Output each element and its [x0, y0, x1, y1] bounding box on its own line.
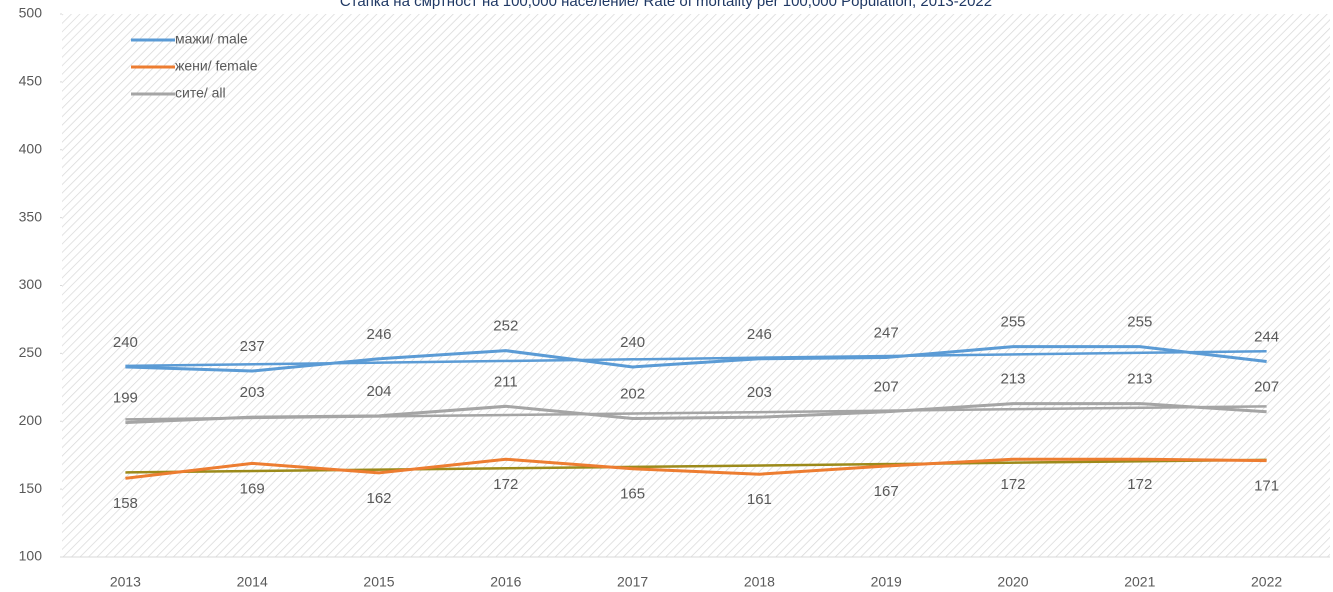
- data-label: 213: [1000, 371, 1025, 388]
- series-line: [125, 457, 1267, 480]
- chart-title: Стапка на смртност на 100,000 население/…: [340, 0, 992, 10]
- data-label: 252: [493, 318, 518, 335]
- y-tick-label: 500: [19, 5, 43, 21]
- y-tick-label: 300: [19, 276, 43, 292]
- data-label: 213: [1127, 371, 1152, 388]
- y-tick-label: 250: [19, 344, 43, 360]
- data-label: 162: [366, 490, 391, 507]
- x-tick-label: 2016: [490, 574, 521, 590]
- data-label: 237: [240, 338, 265, 355]
- data-label: 203: [747, 384, 772, 401]
- x-tick-label: 2013: [110, 574, 141, 590]
- data-label: 199: [113, 390, 138, 407]
- y-tick-label: 200: [19, 412, 43, 428]
- data-label: 167: [874, 483, 899, 500]
- x-tick-label: 2014: [237, 574, 268, 590]
- data-label: 172: [493, 476, 518, 493]
- data-label: 158: [113, 495, 138, 512]
- y-tick-label: 150: [19, 480, 43, 496]
- x-tick-label: 2020: [997, 574, 1028, 590]
- x-tick-label: 2019: [871, 574, 902, 590]
- x-tick-label: 2021: [1124, 574, 1155, 590]
- data-label: 165: [620, 486, 645, 503]
- legend-label: жени/ female: [175, 58, 258, 74]
- x-tick-label: 2017: [617, 574, 648, 590]
- data-label: 244: [1254, 328, 1279, 345]
- data-label: 161: [747, 491, 772, 508]
- data-label: 172: [1000, 476, 1025, 493]
- legend-label: сите/ all: [175, 85, 226, 101]
- data-label: 207: [874, 379, 899, 396]
- data-label: 169: [240, 480, 265, 497]
- data-label: 240: [620, 334, 645, 351]
- x-tick-label: 2015: [363, 574, 394, 590]
- data-label: 247: [874, 324, 899, 341]
- data-label: 172: [1127, 476, 1152, 493]
- data-label: 203: [240, 384, 265, 401]
- series-line: [125, 402, 1267, 425]
- data-label: 255: [1000, 314, 1025, 331]
- trend-line: [125, 458, 1267, 474]
- y-tick-label: 350: [19, 208, 43, 224]
- data-label: 246: [747, 326, 772, 343]
- data-label: 204: [366, 383, 391, 400]
- x-tick-label: 2018: [744, 574, 775, 590]
- data-label: 202: [620, 386, 645, 403]
- data-label: 207: [1254, 379, 1279, 396]
- data-label: 246: [366, 326, 391, 343]
- y-tick-label: 450: [19, 73, 43, 89]
- y-tick-label: 400: [19, 140, 43, 156]
- data-label: 171: [1254, 478, 1279, 495]
- data-label: 255: [1127, 314, 1152, 331]
- legend-label: мажи/ male: [175, 31, 248, 47]
- y-tick-label: 100: [19, 548, 43, 564]
- data-label: 240: [113, 334, 138, 351]
- series-line: [125, 345, 1267, 373]
- x-tick-label: 2022: [1251, 574, 1282, 590]
- data-label: 211: [494, 373, 518, 390]
